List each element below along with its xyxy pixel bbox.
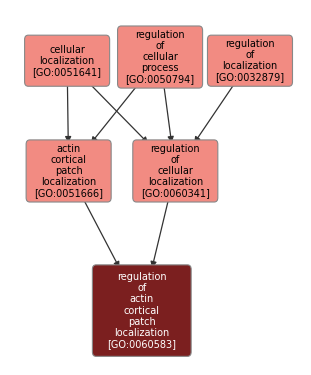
FancyBboxPatch shape (133, 140, 218, 202)
FancyBboxPatch shape (118, 26, 202, 88)
Text: regulation
of
localization
[GO:0032879]: regulation of localization [GO:0032879] (216, 39, 285, 82)
Text: regulation
of
cellular
process
[GO:0050794]: regulation of cellular process [GO:00507… (126, 30, 195, 84)
Text: actin
cortical
patch
localization
[GO:0051666]: actin cortical patch localization [GO:00… (34, 144, 103, 198)
FancyBboxPatch shape (25, 35, 110, 86)
Text: cellular
localization
[GO:0051641]: cellular localization [GO:0051641] (33, 45, 102, 77)
FancyBboxPatch shape (92, 265, 191, 356)
Text: regulation
of
actin
cortical
patch
localization
[GO:0060583]: regulation of actin cortical patch local… (107, 272, 176, 349)
FancyBboxPatch shape (207, 35, 293, 86)
Text: regulation
of
cellular
localization
[GO:0060341]: regulation of cellular localization [GO:… (141, 144, 210, 198)
FancyBboxPatch shape (26, 140, 111, 202)
